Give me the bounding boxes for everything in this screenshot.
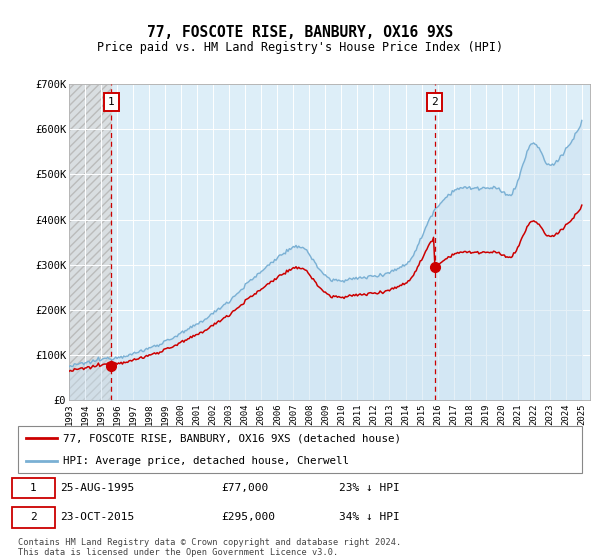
Text: 2: 2 — [431, 97, 438, 107]
Text: 77, FOSCOTE RISE, BANBURY, OX16 9XS: 77, FOSCOTE RISE, BANBURY, OX16 9XS — [147, 25, 453, 40]
Text: 2: 2 — [30, 512, 37, 522]
Text: 23-OCT-2015: 23-OCT-2015 — [60, 512, 134, 522]
Bar — [69, 84, 112, 400]
Text: 77, FOSCOTE RISE, BANBURY, OX16 9XS (detached house): 77, FOSCOTE RISE, BANBURY, OX16 9XS (det… — [63, 433, 401, 444]
Text: £295,000: £295,000 — [221, 512, 275, 522]
FancyBboxPatch shape — [13, 478, 55, 498]
Text: Price paid vs. HM Land Registry's House Price Index (HPI): Price paid vs. HM Land Registry's House … — [97, 41, 503, 54]
Text: HPI: Average price, detached house, Cherwell: HPI: Average price, detached house, Cher… — [63, 456, 349, 466]
Text: 1: 1 — [108, 97, 115, 107]
FancyBboxPatch shape — [13, 507, 55, 528]
Text: 1: 1 — [30, 483, 37, 493]
Bar — [69, 84, 112, 400]
Text: 25-AUG-1995: 25-AUG-1995 — [60, 483, 134, 493]
Text: 23% ↓ HPI: 23% ↓ HPI — [340, 483, 400, 493]
Text: Contains HM Land Registry data © Crown copyright and database right 2024.
This d: Contains HM Land Registry data © Crown c… — [18, 538, 401, 557]
Text: 34% ↓ HPI: 34% ↓ HPI — [340, 512, 400, 522]
Text: £77,000: £77,000 — [221, 483, 268, 493]
